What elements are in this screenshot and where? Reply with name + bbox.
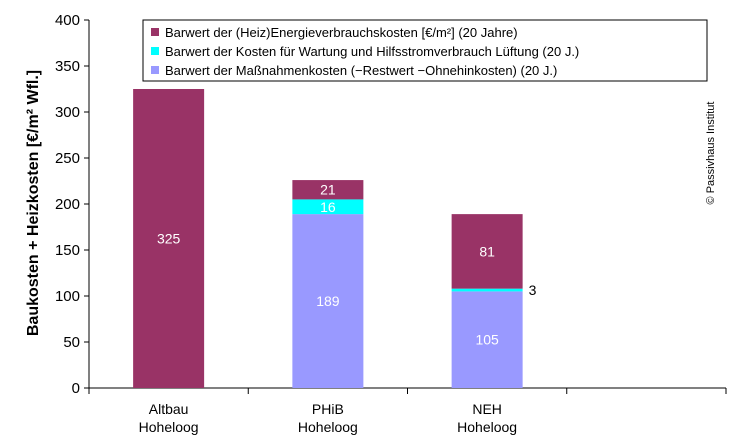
bar-segment — [451, 288, 523, 292]
credit-text: © Passivhaus Institut — [705, 102, 717, 205]
data-label: 21 — [320, 182, 336, 198]
y-tick-label: 0 — [72, 380, 80, 397]
data-label: 16 — [320, 199, 336, 215]
bar-segment — [292, 199, 364, 215]
data-label: 325 — [157, 231, 181, 247]
data-label: 105 — [475, 332, 499, 348]
y-tick-label: 300 — [55, 104, 80, 121]
legend-entry-label: Barwert der Maßnahmenkosten (−Restwert −… — [165, 63, 557, 78]
y-tick-label: 150 — [55, 242, 80, 259]
axes: 0 50 100 150 200 250 300 350 400 Altbau Hoheloog PH… — [55, 12, 727, 435]
y-tick-label: 50 — [63, 334, 80, 351]
data-label: 3 — [529, 282, 537, 298]
legend-box — [142, 19, 708, 82]
y-tick-label: 350 — [55, 58, 80, 75]
bar-segment — [292, 214, 364, 388]
legend-swatch — [151, 47, 159, 55]
x-category-label: PHiB — [312, 401, 344, 417]
bar-segment — [451, 214, 523, 289]
bar-segment — [133, 89, 205, 388]
x-category-label: NEH — [472, 401, 502, 417]
data-label: 189 — [316, 293, 340, 309]
y-axis-label: Baukosten + Heizkosten [€/m² Wfl.] — [25, 70, 42, 336]
bar-segment — [451, 291, 523, 388]
data-label: 81 — [479, 243, 495, 259]
x-category-label: Hoheloog — [457, 419, 517, 435]
legend-entry-label: Barwert der Kosten für Wartung und Hilfs… — [165, 44, 579, 59]
x-category-label: Hoheloog — [298, 419, 358, 435]
bar-segment — [292, 180, 364, 200]
y-tick-label: 250 — [55, 150, 80, 167]
legend-swatch — [151, 28, 159, 36]
y-tick-label: 400 — [55, 12, 80, 29]
bars — [133, 89, 523, 388]
legend: Barwert der (Heiz)Energieverbrauchskoste… — [142, 19, 708, 82]
y-tick-label: 200 — [55, 196, 80, 213]
y-tick-label: 100 — [55, 288, 80, 305]
legend-entry-label: Barwert der (Heiz)Energieverbrauchskoste… — [165, 25, 518, 40]
x-category-label: Altbau — [149, 401, 189, 417]
legend-swatch — [151, 66, 159, 74]
x-category-label: Hoheloog — [139, 419, 199, 435]
